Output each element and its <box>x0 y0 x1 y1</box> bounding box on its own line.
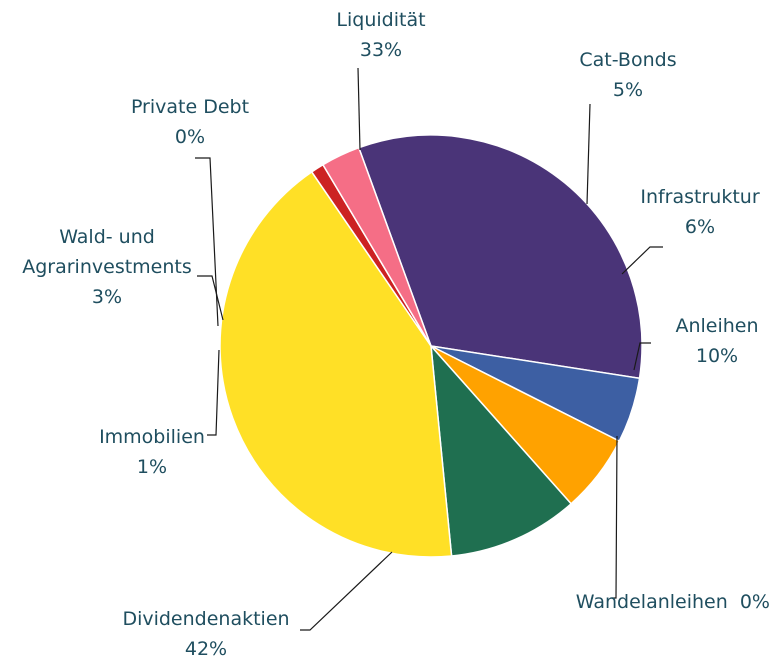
label-anleihen-name: Anleihen <box>675 315 758 337</box>
leader-dividendenaktien <box>300 551 393 631</box>
pie-slice-anleihen <box>430 343 573 557</box>
label-liquiditaet-value: 33% <box>360 39 402 61</box>
label-wandelanleihen: Wandelanleihen 0% <box>576 591 770 613</box>
leader-cat-bonds <box>586 103 591 205</box>
label-liquiditaet-name: Liquidität <box>336 9 425 31</box>
label-immobilien-value: 1% <box>137 456 167 478</box>
label-immobilien-name: Immobilien <box>99 426 205 448</box>
label-dividendenaktien-name: Dividendenaktien <box>122 608 289 630</box>
pie-slice-dividendenaktien <box>219 170 453 558</box>
leader-private-debt <box>195 157 219 327</box>
leader-liquiditaet <box>357 67 361 151</box>
label-wandelanleihen-value: 0% <box>740 591 770 613</box>
pie-slice-liquidität <box>357 134 643 380</box>
label-anleihen-value: 10% <box>696 345 738 367</box>
label-private-debt-name: Private Debt <box>131 96 249 118</box>
label-dividendenaktien-value: 42% <box>185 638 227 660</box>
label-infrastruktur-value: 6% <box>685 216 715 238</box>
label-wandelanleihen-name: Wandelanleihen <box>576 591 728 613</box>
pie-slices <box>219 134 643 558</box>
label-cat-bonds-name: Cat-Bonds <box>579 49 676 71</box>
label-cat-bonds-value: 5% <box>613 79 643 101</box>
leader-lines <box>195 67 663 631</box>
leader-immobilien <box>207 349 220 436</box>
pie-slice-wald-und-agrarinvestments <box>321 146 432 347</box>
label-private-debt-value: 0% <box>175 126 205 148</box>
leader-infrastruktur <box>621 246 663 275</box>
label-infrastruktur-name: Infrastruktur <box>640 186 759 208</box>
label-wald-agrar-name-line2: Agrarinvestments <box>22 256 192 278</box>
leader-anleihen <box>633 342 651 371</box>
label-wald-agrar-name-line1: Wald- und <box>59 226 155 248</box>
leader-wald-agrar <box>197 275 224 321</box>
label-wald-agrar-value: 3% <box>92 286 122 308</box>
leader-wandelanleihen <box>612 435 618 599</box>
